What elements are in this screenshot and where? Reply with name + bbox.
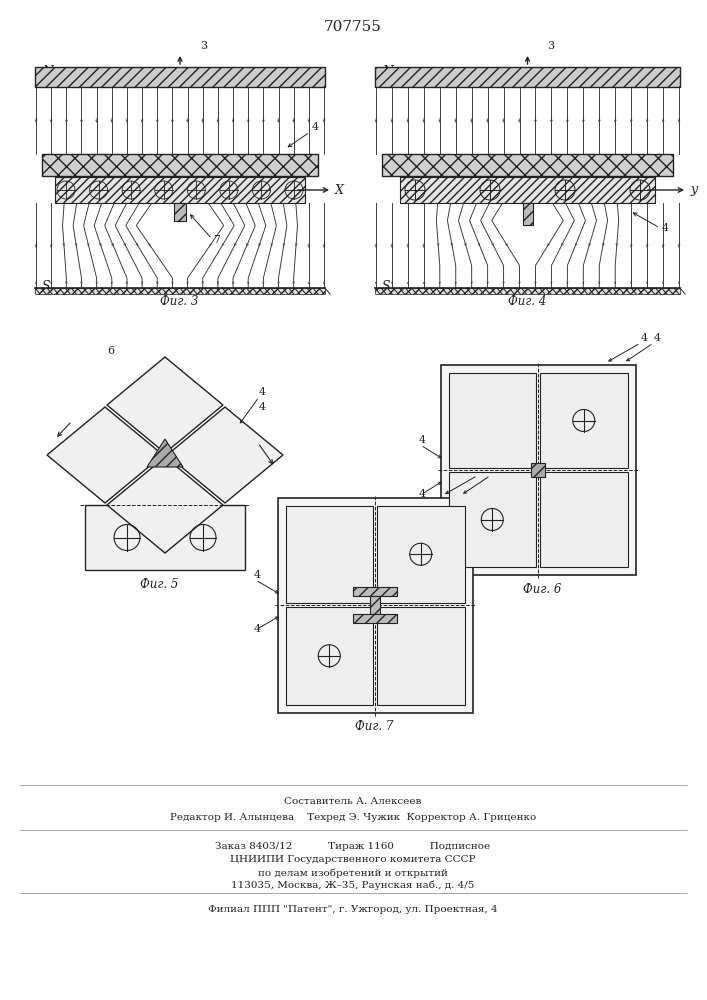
Text: 4: 4: [254, 624, 261, 634]
Text: S: S: [382, 280, 391, 293]
Bar: [370, 596, 380, 614]
Text: Составитель А. Алексеев: Составитель А. Алексеев: [284, 797, 421, 806]
Bar: [174, 203, 186, 221]
Bar: [522, 203, 532, 225]
Text: 4: 4: [641, 333, 648, 343]
Bar: [35, 288, 325, 294]
Bar: [531, 463, 545, 477]
Text: 3: 3: [200, 41, 207, 51]
Text: 4: 4: [312, 122, 319, 132]
Bar: [353, 614, 397, 623]
Text: 7: 7: [457, 408, 464, 418]
Text: S: S: [42, 280, 51, 293]
Text: Редактор И. Алынцева    Техред Э. Чужик  Корректор А. Гриценко: Редактор И. Алынцева Техред Э. Чужик Кор…: [170, 813, 536, 822]
Text: 707755: 707755: [324, 20, 382, 34]
Bar: [375, 288, 680, 294]
Text: N: N: [382, 65, 393, 78]
Text: ЦНИИПИ Государственного комитета СССР: ЦНИИПИ Государственного комитета СССР: [230, 855, 476, 864]
Bar: [400, 177, 655, 203]
Text: 113035, Москва, Ж–35, Раунская наб., д. 4/5: 113035, Москва, Ж–35, Раунская наб., д. …: [231, 881, 474, 890]
Text: 4: 4: [653, 333, 660, 343]
Text: 4: 4: [419, 489, 426, 499]
Text: Фиг. 3: Фиг. 3: [160, 295, 199, 308]
Polygon shape: [167, 407, 283, 503]
Bar: [448, 472, 536, 567]
Bar: [35, 67, 325, 87]
Text: 3: 3: [547, 41, 554, 51]
Bar: [375, 67, 680, 87]
Bar: [382, 154, 673, 176]
Bar: [55, 177, 305, 203]
Bar: [540, 472, 628, 567]
Polygon shape: [107, 457, 223, 553]
Bar: [400, 177, 655, 203]
Bar: [85, 505, 245, 570]
Bar: [55, 177, 305, 203]
Text: 4: 4: [662, 223, 669, 233]
Polygon shape: [147, 439, 183, 467]
Text: 7: 7: [293, 541, 300, 551]
Bar: [286, 607, 373, 704]
Bar: [286, 506, 373, 603]
Text: 4: 4: [259, 387, 266, 397]
Text: 4: 4: [259, 402, 266, 412]
Bar: [42, 154, 318, 176]
Text: 7: 7: [133, 437, 140, 447]
Text: 4: 4: [254, 570, 261, 580]
Text: N: N: [42, 65, 53, 78]
Text: 4: 4: [419, 435, 426, 445]
Text: Фиг. 5: Фиг. 5: [140, 578, 178, 591]
Bar: [540, 373, 628, 468]
Bar: [353, 587, 397, 596]
Text: Фиг. 6: Фиг. 6: [523, 583, 561, 596]
Text: Фиг. 4: Фиг. 4: [508, 295, 546, 308]
Bar: [377, 607, 464, 704]
Text: Фиг. 7: Фиг. 7: [355, 720, 393, 734]
Text: Заказ 8403/12           Тираж 1160           Подписное: Заказ 8403/12 Тираж 1160 Подписное: [216, 842, 491, 851]
Text: X: X: [335, 184, 344, 196]
Text: 4: 4: [491, 466, 498, 476]
Bar: [377, 506, 464, 603]
Text: 7: 7: [213, 235, 220, 245]
Bar: [448, 373, 536, 468]
Bar: [278, 497, 472, 712]
Text: 1: 1: [48, 160, 55, 170]
Text: Филиал ППП "Патент", г. Ужгород, ул. Проектная, 4: Филиал ППП "Патент", г. Ужгород, ул. Про…: [208, 905, 498, 914]
Text: 1: 1: [388, 160, 395, 170]
Bar: [440, 365, 636, 575]
Polygon shape: [47, 407, 163, 503]
Text: y: y: [690, 184, 697, 196]
Polygon shape: [107, 357, 223, 453]
Text: 4: 4: [477, 466, 484, 476]
Text: 6: 6: [107, 346, 114, 356]
Text: по делам изобретений и открытий: по делам изобретений и открытий: [258, 868, 448, 878]
